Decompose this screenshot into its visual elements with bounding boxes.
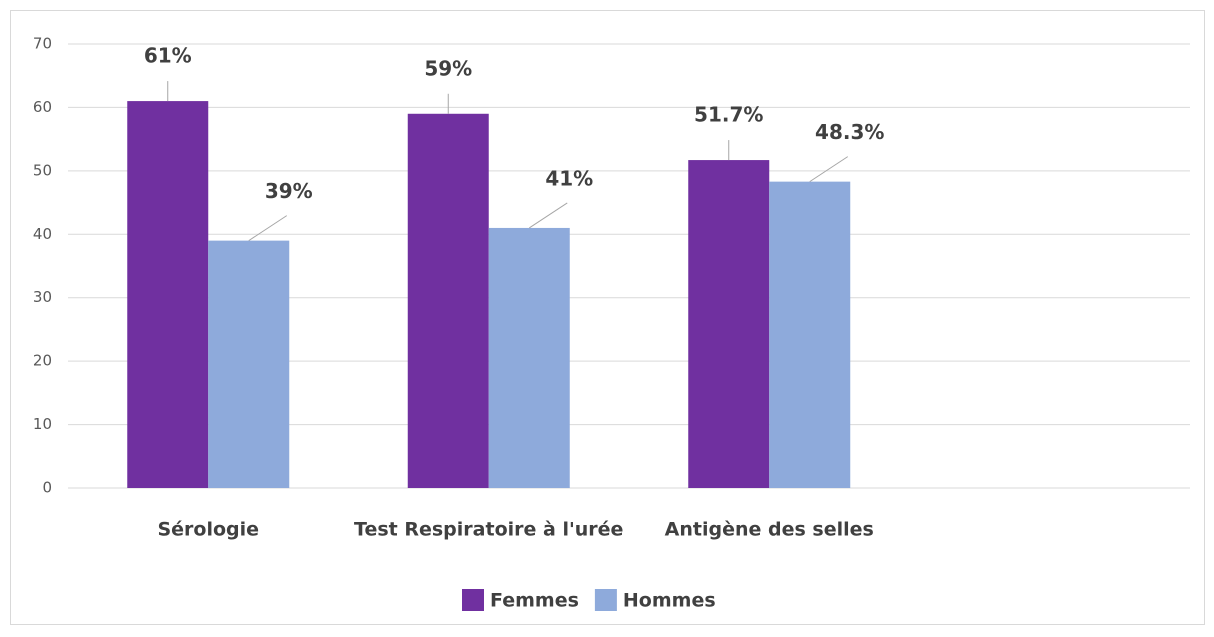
bar	[688, 160, 770, 488]
legend-swatch	[462, 589, 484, 611]
legend-label: Femmes	[490, 590, 579, 612]
bar	[488, 227, 570, 488]
y-tick-label: 0	[42, 479, 52, 497]
x-tick-label: Sérologie	[157, 519, 259, 541]
y-tick-label: 50	[33, 161, 52, 179]
value-label: 39%	[265, 179, 313, 203]
value-label: 41%	[545, 166, 593, 190]
y-tick-label: 20	[33, 352, 52, 370]
bar	[769, 181, 851, 488]
y-tick-label: 30	[33, 288, 52, 306]
bar	[208, 240, 290, 488]
value-label: 61%	[144, 44, 192, 68]
value-label: 48.3%	[815, 120, 884, 144]
value-label: 59%	[424, 56, 472, 80]
value-label: 51.7%	[694, 103, 763, 127]
x-tick-label: Test Respiratoire à l'urée	[354, 519, 623, 541]
y-tick-label: 60	[33, 98, 52, 116]
leader-line	[809, 156, 849, 183]
bar	[407, 113, 489, 489]
y-tick-label: 70	[33, 35, 52, 53]
x-tick-label: Antigène des selles	[665, 519, 874, 541]
leader-line	[528, 202, 568, 229]
bar	[127, 101, 209, 488]
y-tick-label: 10	[33, 415, 52, 433]
legend-label: Hommes	[623, 590, 716, 612]
leader-line	[248, 215, 288, 242]
y-tick-label: 40	[33, 225, 52, 243]
legend-swatch	[594, 589, 617, 611]
